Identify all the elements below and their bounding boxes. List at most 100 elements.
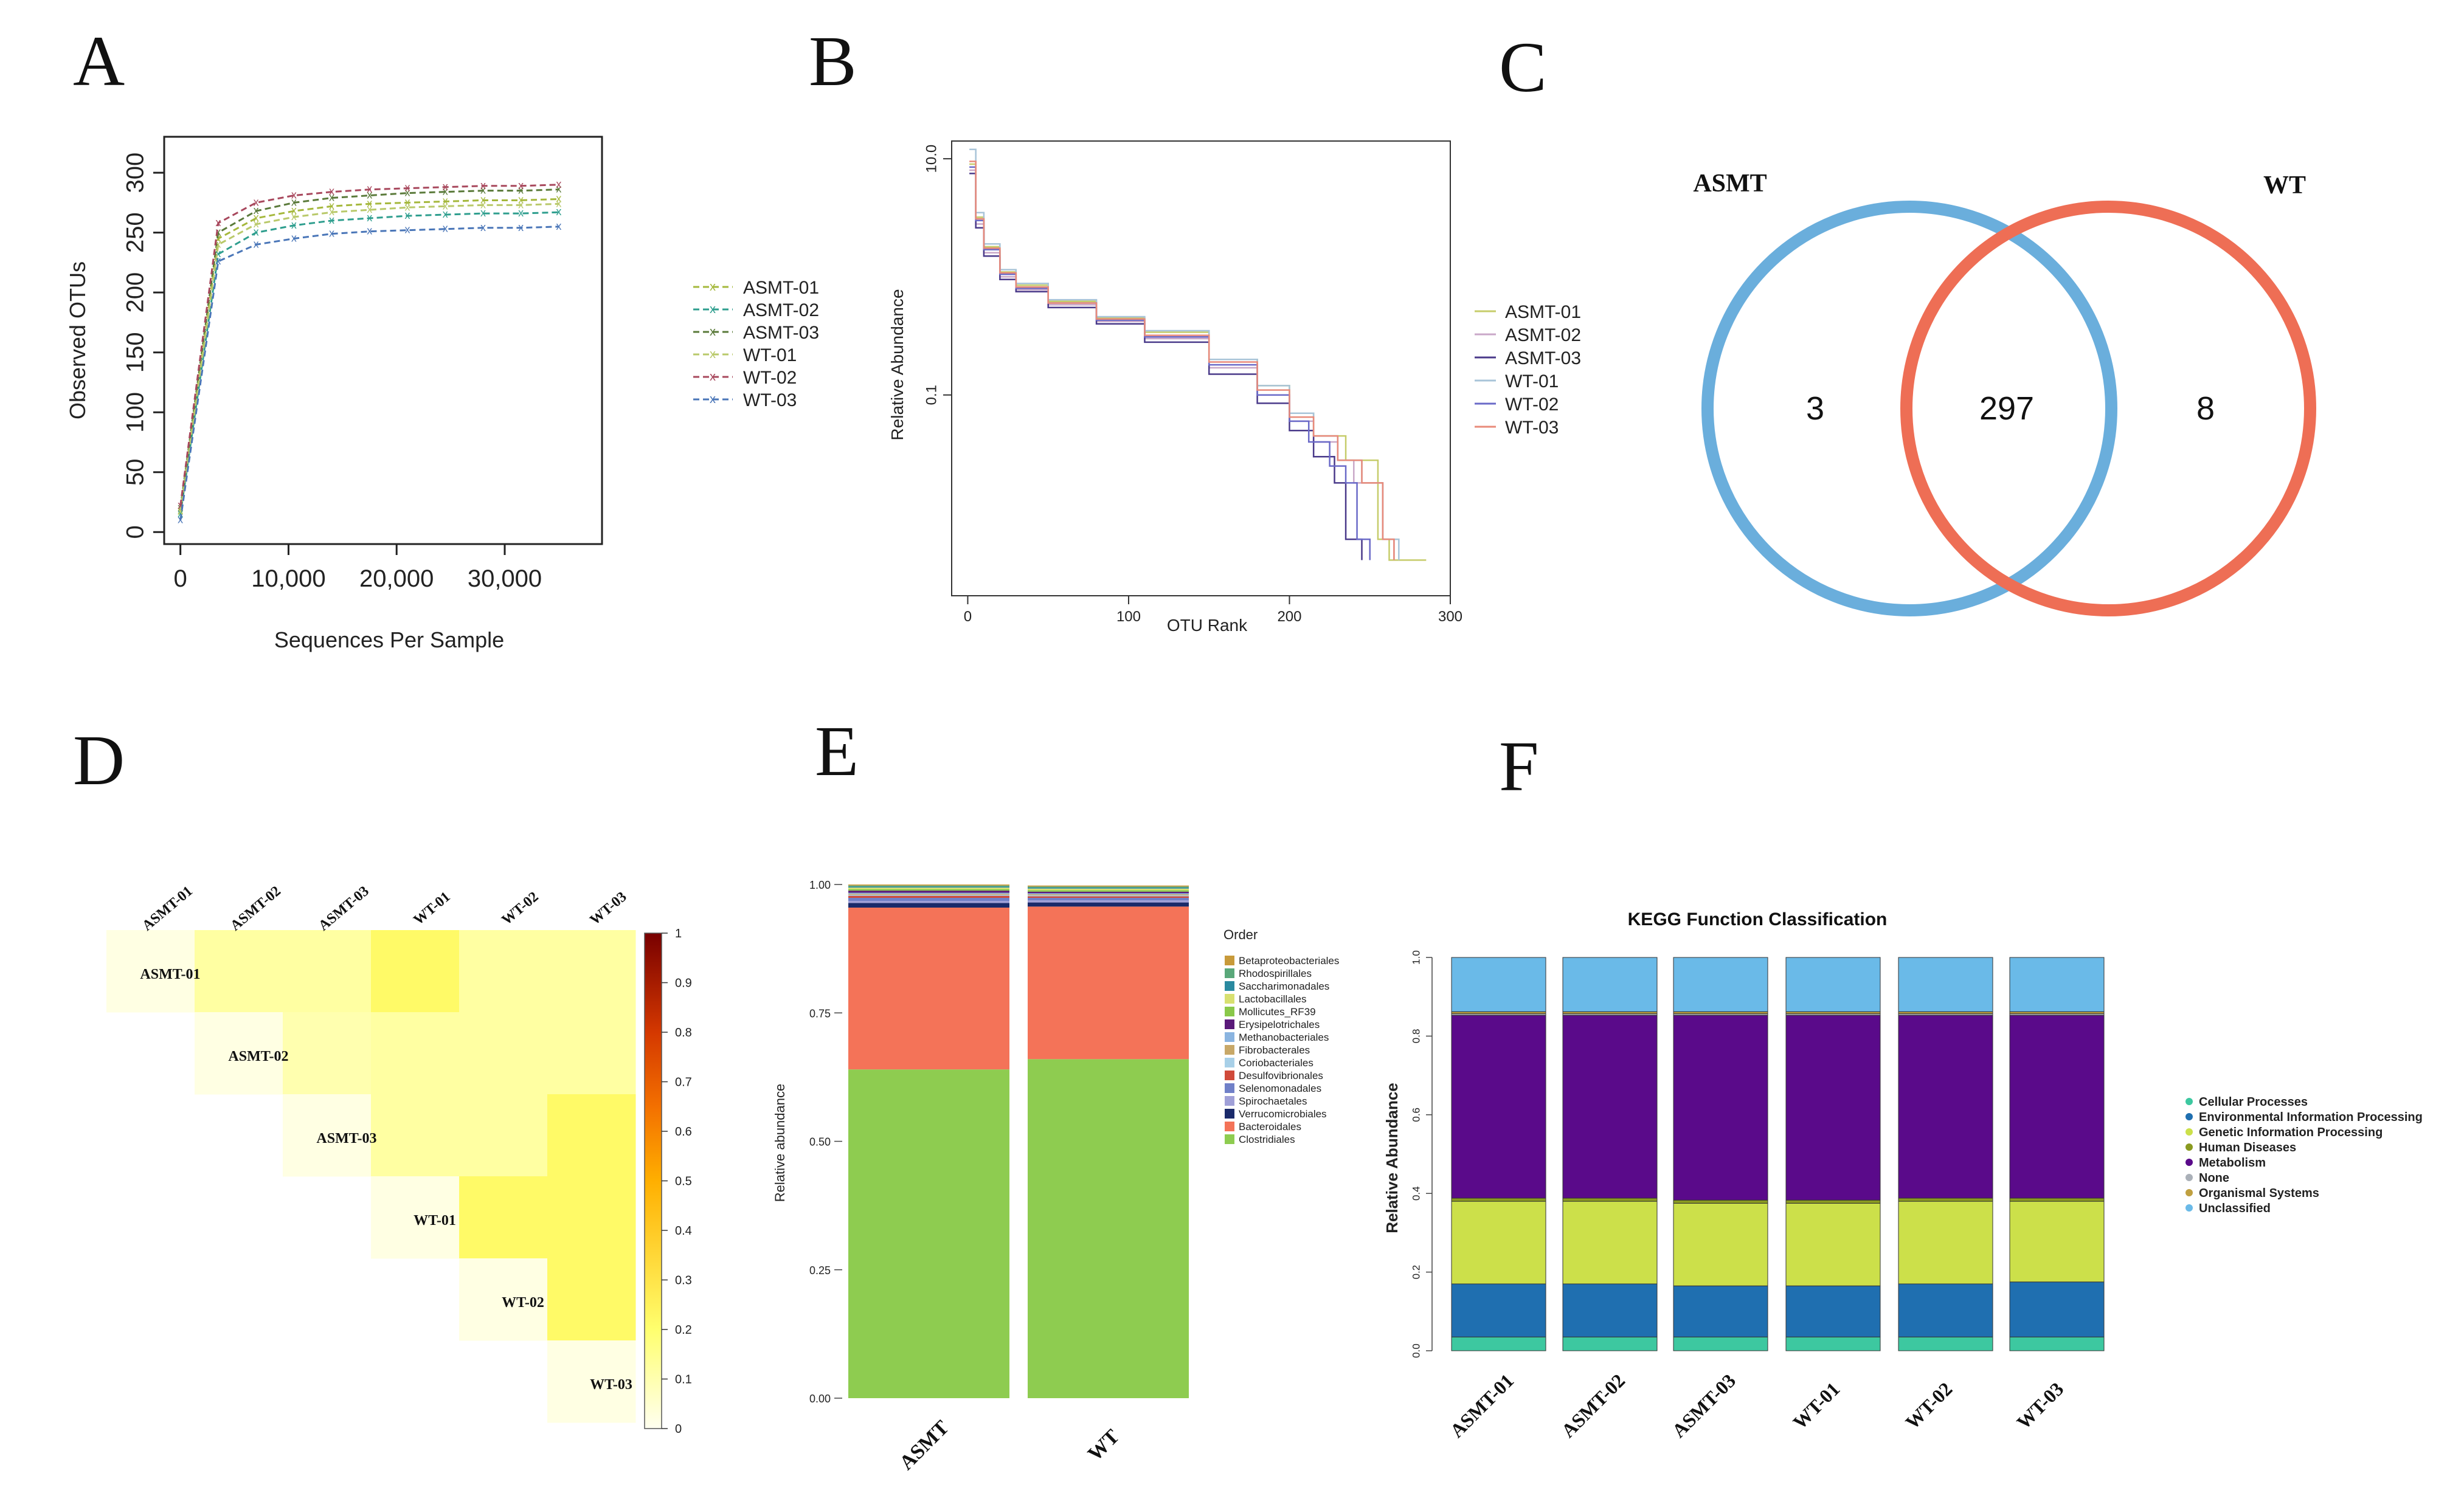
panel-e-stacked-bar-chart: ASMT WT 0.00 0.25 0.50 0.75 1.00 Relative abund… (772, 879, 1339, 1474)
legend-label-betaproteobacteriales: Betaproteobacteriales (1239, 955, 1339, 967)
y-tick-label: 0.8 (1410, 1029, 1422, 1044)
y-tick-label: 0.6 (1410, 1108, 1422, 1122)
x-tick-label: 100 (1116, 609, 1141, 625)
bar-segment-metabolism (1785, 1015, 1881, 1201)
bar-segment-bacteroidales (1028, 906, 1189, 1060)
data-point-marker: x (443, 208, 448, 220)
data-point-marker: x (329, 214, 334, 226)
legend-swatch (1225, 1007, 1234, 1016)
colorbar-tick-label: 0 (675, 1422, 682, 1436)
data-point-marker: x (367, 197, 372, 209)
legend-swatch (1225, 1122, 1234, 1131)
bar-segment-human-diseases (1451, 1198, 1546, 1202)
heatmap-cell (459, 1012, 548, 1095)
bar-segment-cellular-processes (1673, 1336, 1768, 1351)
panel-letter-b: B (809, 21, 857, 101)
y-tick-label: 150 (122, 332, 149, 373)
venn-count-shared: 297 (1979, 390, 2034, 427)
bar-segment-betaproteobacteriales (1028, 885, 1189, 887)
legend-swatch (2185, 1204, 2193, 1212)
y-tick-label: 1.00 (809, 879, 831, 891)
legend-label-human-diseases: Human Diseases (2199, 1141, 2296, 1154)
data-point-marker: x (254, 212, 259, 224)
data-point-marker: x (178, 499, 183, 511)
x-tick-label: 300 (1438, 609, 1462, 625)
venn-count-wt-only: 8 (2196, 390, 2215, 427)
data-point-marker: x (178, 514, 183, 526)
data-point-marker: x (480, 221, 486, 233)
bar-segment-human-diseases (1785, 1199, 1881, 1204)
bar-segment-unclassified (1673, 957, 1768, 1012)
data-point-marker: x (518, 184, 524, 196)
venn-count-asmt-only: 3 (1806, 390, 1824, 427)
bar-segment-desulfovibrionales (848, 895, 1009, 898)
bar-segment-mollicutes-rf39 (848, 889, 1009, 891)
data-point-marker: x (329, 185, 334, 198)
data-point-marker: x (443, 195, 448, 207)
panel-letter-f: F (1499, 726, 1539, 806)
data-point-marker: x (405, 201, 410, 213)
bar-segment-methanobacteriales (848, 892, 1009, 894)
data-point-marker: x (215, 216, 221, 229)
y-tick-label: 250 (122, 212, 149, 253)
legend-label-metabolism: Metabolism (2199, 1156, 2266, 1170)
data-point-marker: x (254, 196, 259, 208)
bar-segment-cellular-processes (1785, 1336, 1881, 1351)
legend-swatch (2185, 1143, 2193, 1151)
legend-label-wt-02: WT-02 (743, 368, 797, 388)
y-tick-label: 0.25 (809, 1264, 831, 1277)
data-point-marker: x (443, 185, 448, 198)
heatmap-cell (547, 930, 636, 1013)
bar-segment-coriobacteriales (848, 894, 1009, 896)
bar-segment-lactobacillales (848, 888, 1009, 889)
legend-label-organismal-systems: Organismal Systems (2199, 1187, 2319, 1200)
y-tick-label: 0.2 (1410, 1265, 1422, 1280)
series-line-wt-02 (179, 184, 559, 506)
y-tick-label: 200 (122, 272, 149, 313)
bar-segment-human-diseases (1673, 1199, 1768, 1204)
data-point-marker: x (556, 192, 561, 204)
data-point-marker: x (480, 207, 486, 219)
bar-segment-unclassified (1451, 957, 1546, 1012)
series-line-asmt-02 (179, 211, 559, 514)
heatmap-cell (459, 930, 548, 1013)
legend-label-desulfovibrionales: Desulfovibrionales (1239, 1070, 1323, 1081)
chart-title: KEGG Function Classification (1628, 909, 1888, 929)
bar-segment-metabolism (1673, 1015, 1768, 1201)
venn-circle-asmt (1701, 201, 2117, 616)
bar-segment-erysipelotrichales (848, 891, 1009, 893)
data-point-marker: x (367, 203, 372, 215)
heatmap-cell (459, 1258, 548, 1341)
legend-label-mollicutes-rf39: Mollicutes_RF39 (1239, 1006, 1316, 1018)
legend-marker: x (710, 303, 716, 316)
x-tick-label: 0 (174, 565, 187, 592)
data-point-marker: x (556, 205, 561, 218)
legend-swatch (1225, 956, 1234, 965)
data-point-marker: x (254, 238, 259, 250)
legend-swatch (2185, 1128, 2193, 1136)
legend-swatch (1225, 1083, 1234, 1093)
bar-segment-environmental-information-processing (1785, 1285, 1881, 1337)
legend-label-environmental-information-processing: Environmental Information Processing (2199, 1111, 2423, 1124)
legend-label-erysipelotrichales: Erysipelotrichales (1239, 1019, 1320, 1030)
venn-set-label-wt: WT (2263, 171, 2306, 199)
x-category-label: ASMT-03 (1667, 1370, 1740, 1442)
bar-segment-genetic-information-processing (1898, 1201, 1993, 1284)
colorbar-tick-label: 0.6 (675, 1125, 692, 1139)
data-point-marker: x (518, 193, 524, 205)
colorbar-tick-label: 0.4 (675, 1224, 692, 1238)
legend-label-verrucomicrobiales: Verrucomicrobiales (1239, 1108, 1327, 1120)
colorbar-tick-label: 0.9 (675, 977, 692, 990)
heatmap-row-label: ASMT-02 (228, 1049, 288, 1064)
legend-marker: x (710, 280, 716, 294)
legend-label-saccharimonadales: Saccharimonadales (1239, 981, 1329, 992)
bar-segment-unclassified (1785, 957, 1881, 1012)
legend-swatch (1225, 1109, 1234, 1119)
bar-segment-betaproteobacteriales (848, 884, 1009, 886)
x-tick-label: 30,000 (468, 565, 542, 592)
data-point-marker: x (291, 219, 297, 231)
legend-label-clostridiales: Clostridiales (1239, 1134, 1295, 1145)
x-axis-label: Sequences Per Sample (274, 627, 504, 652)
bar-segment-genetic-information-processing (1562, 1201, 1658, 1284)
data-point-marker: x (518, 179, 524, 191)
